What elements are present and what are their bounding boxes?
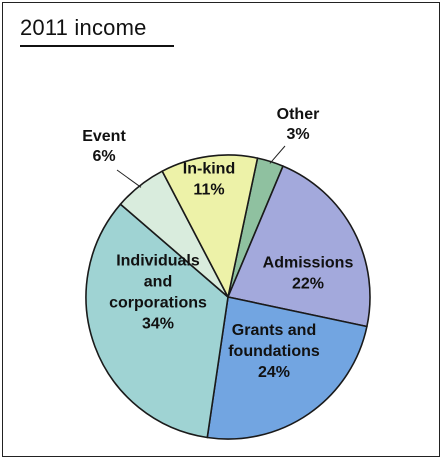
slice-value-admissions: 22% xyxy=(292,276,324,293)
slice-name-in-kind: In-kind xyxy=(183,161,235,178)
slice-name-grants-and-foundations-line-2: foundations xyxy=(228,343,320,360)
slice-name-admissions: Admissions xyxy=(263,255,354,272)
slice-name-event: Event xyxy=(82,128,126,145)
slice-name-individuals-and-corporations-line-2: and xyxy=(144,274,172,291)
slice-value-event: 6% xyxy=(92,148,115,165)
pie-slice-in-kind xyxy=(161,154,259,298)
leader-line-event xyxy=(116,169,142,188)
pie-slices xyxy=(85,154,371,440)
chart-title: 2011 income xyxy=(20,15,147,40)
title-underline xyxy=(20,45,174,47)
slice-value-other: 3% xyxy=(286,126,309,143)
slice-value-individuals-and-corporations: 34% xyxy=(142,316,174,333)
slice-name-other: Other xyxy=(277,106,320,123)
slice-name-individuals-and-corporations-line-3: corporations xyxy=(109,295,207,312)
pie-slice-admissions xyxy=(227,165,371,328)
slice-name-individuals-and-corporations-line-1: Individuals xyxy=(116,253,200,270)
slice-value-in-kind: 11% xyxy=(193,182,224,199)
pie-slice-individuals-and-corporations xyxy=(85,203,229,439)
slice-value-grants-and-foundations: 24% xyxy=(258,364,290,381)
leader-line-other xyxy=(269,145,286,164)
slice-name-grants-and-foundations-line-1: Grants and xyxy=(232,322,316,339)
pie-slice-grants-and-foundations xyxy=(206,296,368,440)
slice-labels: Other 3% Admissions 22% Grants and foundation… xyxy=(82,106,353,381)
leader-lines xyxy=(116,145,286,188)
